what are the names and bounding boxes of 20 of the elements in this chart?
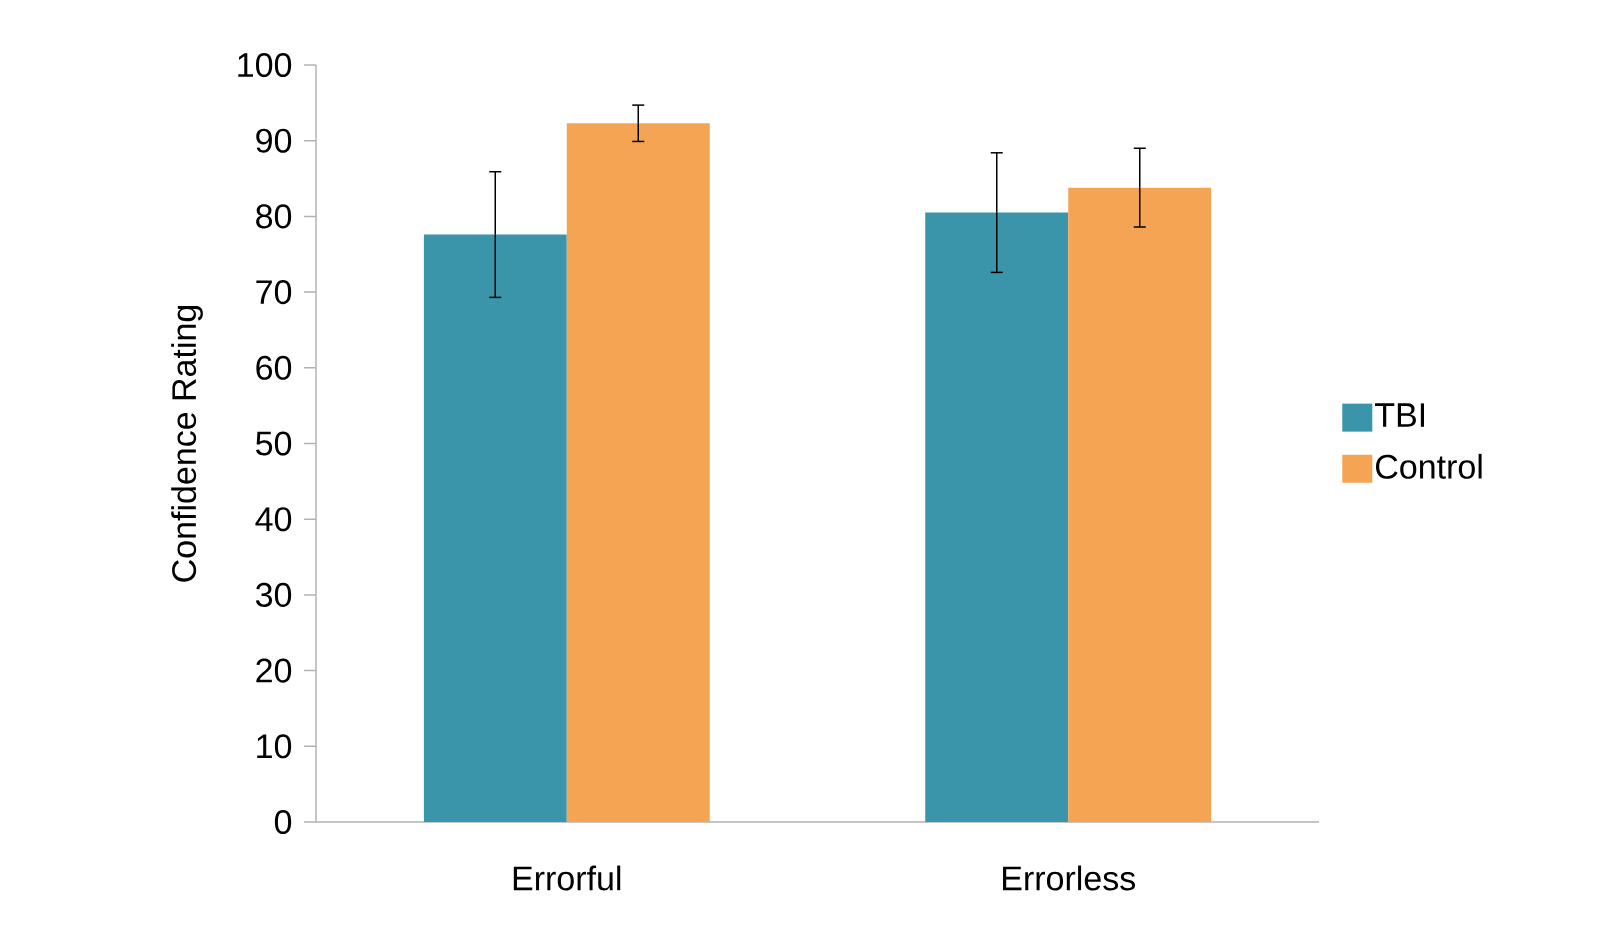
x-tick-label: Errorful [513,865,621,891]
y-tick-label: 20 [256,658,292,683]
legend-label: Control [1376,453,1482,479]
y-tick-label: 90 [256,128,292,153]
y-tick-label: 0 [274,809,292,835]
y-tick-label: 50 [256,431,292,456]
x-tick-label: Errorless [1003,865,1136,891]
y-tick-label: 10 [257,734,292,759]
y-tick-label: 80 [256,204,292,229]
legend-label: TBI [1375,403,1425,427]
y-tick-label: 70 [256,280,292,305]
y-tick-label: 100 [238,52,292,78]
y-tick-label: 40 [255,507,292,532]
bar [566,123,710,822]
y-tick-label: 30 [255,582,292,607]
bar [1068,187,1212,822]
bar [423,234,567,822]
y-axis-title: Confidence Rating [171,305,203,582]
y-tick-label: 60 [256,355,292,380]
bar [925,212,1069,822]
